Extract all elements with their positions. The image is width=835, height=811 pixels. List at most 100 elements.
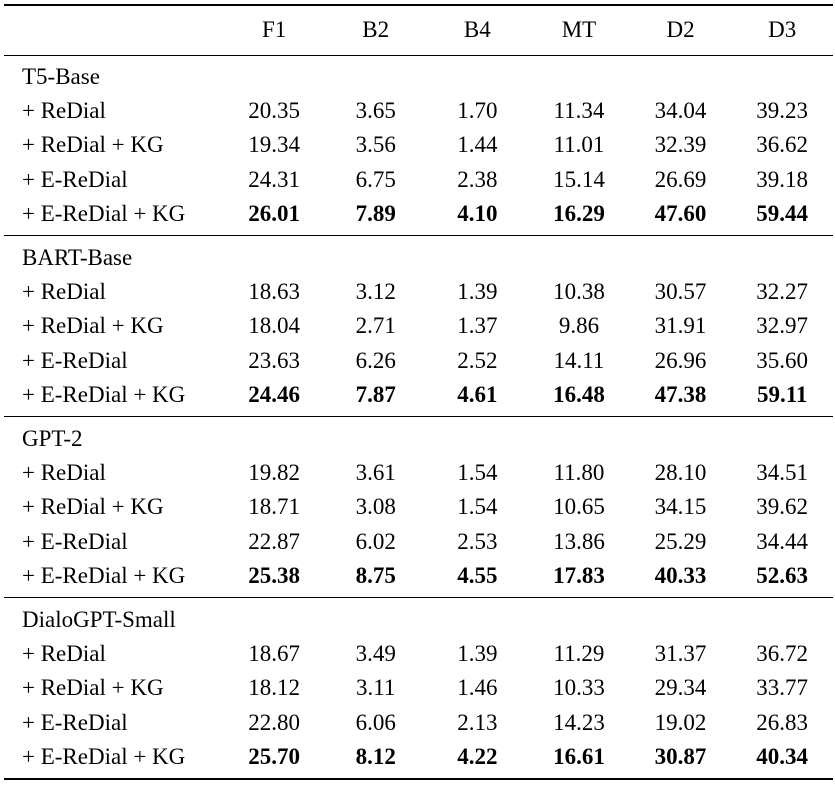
header-model-cell (4, 5, 223, 55)
metric-cell-f1: 24.46 (248, 382, 300, 408)
metric-cell-b2: 8.75 (355, 563, 396, 589)
metric-cell-d3: 32.97 (756, 313, 809, 339)
metric-cell-d3: 52.63 (756, 563, 809, 589)
metric-cell-mt: 14.23 (553, 709, 605, 735)
metric-cell-mt: 16.48 (553, 382, 605, 408)
metric-cell-mt: 16.29 (553, 201, 605, 227)
row-label: + E-ReDial (22, 528, 128, 554)
metric-cell-d3: 35.60 (756, 347, 809, 373)
model-name: DialoGPT-Small (22, 606, 176, 632)
header-row: F1 B2 B4 MT D2 D3 (4, 5, 833, 55)
metric-cell-d3: 36.72 (756, 640, 809, 666)
metric-cell-mt: 13.86 (553, 528, 605, 554)
metric-cell-mt: 14.11 (553, 347, 605, 373)
row-label: + E-ReDial + KG (22, 382, 186, 408)
metric-cell-b4: 1.44 (457, 132, 498, 158)
metric-cell-b4: 2.53 (457, 528, 498, 554)
metric-cell-f1: 18.12 (248, 675, 300, 701)
row-label: + E-ReDial + KG (22, 744, 186, 770)
metric-cell-f1: 19.34 (248, 132, 300, 158)
column-header-f1: F1 (261, 17, 287, 43)
table-header: F1 B2 B4 MT D2 D3 (4, 5, 833, 55)
metric-cell-d2: 30.57 (654, 279, 707, 305)
metric-cell-mt: 15.14 (553, 166, 605, 192)
table-row: + E-ReDial + KG 26.01 7.89 4.10 16.29 47.60 59… (4, 197, 833, 236)
model-group-header-row: T5-Base (4, 55, 833, 94)
metric-cell-f1: 25.38 (248, 563, 300, 589)
metric-cell-f1: 19.82 (248, 459, 300, 485)
metric-cell-f1: 22.80 (248, 709, 300, 735)
row-label: + ReDial + KG (22, 675, 164, 701)
table-row: + ReDial 20.35 3.65 1.70 11.34 34.04 39.23 (4, 94, 833, 128)
table-row: + E-ReDial + KG 25.70 8.12 4.22 16.61 30.87 40… (4, 740, 833, 779)
table-row: + E-ReDial + KG 24.46 7.87 4.61 16.48 47.38 59… (4, 378, 833, 417)
metric-cell-d3: 26.83 (756, 709, 809, 735)
metric-cell-d2: 29.34 (654, 675, 707, 701)
metric-cell-f1: 24.31 (248, 166, 300, 192)
metric-cell-d3: 33.77 (756, 675, 809, 701)
row-label: + ReDial (22, 279, 106, 305)
metric-cell-f1: 18.63 (248, 279, 300, 305)
metric-cell-mt: 11.80 (553, 459, 605, 485)
column-header-b4: B4 (463, 17, 491, 43)
table-row: + E-ReDial + KG 25.38 8.75 4.55 17.83 40.33 52… (4, 559, 833, 598)
metric-cell-mt: 16.61 (553, 744, 605, 770)
metric-cell-d2: 19.02 (654, 709, 707, 735)
column-header-mt: MT (561, 17, 597, 43)
metric-cell-d3: 32.27 (756, 279, 809, 305)
metric-cell-b4: 4.61 (457, 382, 498, 408)
metric-cell-mt: 11.29 (553, 640, 605, 666)
metric-cell-b2: 3.56 (355, 132, 396, 158)
row-label: + ReDial (22, 640, 106, 666)
metric-cell-mt: 10.33 (553, 675, 605, 701)
metric-cell-mt: 10.38 (553, 279, 605, 305)
model-group-header-row: BART-Base (4, 236, 833, 275)
metric-cell-b2: 8.12 (355, 744, 396, 770)
column-header-b2: B2 (362, 17, 390, 43)
model-name: BART-Base (22, 244, 133, 270)
row-label: + ReDial + KG (22, 313, 164, 339)
model-group-header-row: DialoGPT-Small (4, 598, 833, 637)
metric-cell-b2: 6.26 (355, 347, 396, 373)
metric-cell-b2: 7.87 (355, 382, 396, 408)
table-row: + ReDial + KG 18.71 3.08 1.54 10.65 34.15 39.6… (4, 490, 833, 524)
table-row: + ReDial 18.63 3.12 1.39 10.38 30.57 32.27 (4, 275, 833, 309)
metric-cell-b2: 3.65 (355, 98, 396, 124)
results-table: F1 B2 B4 MT D2 D3 T5-Base + ReDial 20.35 3.… (4, 4, 833, 780)
metric-cell-f1: 26.01 (248, 201, 300, 227)
metric-cell-b4: 1.39 (457, 279, 498, 305)
model-name: GPT-2 (22, 425, 83, 451)
metric-cell-d2: 32.39 (654, 132, 707, 158)
metric-cell-b2: 7.89 (355, 201, 396, 227)
table-row: + E-ReDial 22.87 6.02 2.53 13.86 25.29 34.44 (4, 525, 833, 559)
row-label: + ReDial + KG (22, 494, 164, 520)
metric-cell-f1: 18.71 (248, 494, 300, 520)
metric-cell-b4: 4.10 (457, 201, 498, 227)
metric-cell-d3: 59.44 (756, 201, 809, 227)
metric-cell-d3: 39.62 (756, 494, 809, 520)
table-row: + ReDial + KG 18.04 2.71 1.37 9.86 31.91 32.97 (4, 309, 833, 343)
metric-cell-b2: 3.61 (355, 459, 396, 485)
table-row: + E-ReDial 24.31 6.75 2.38 15.14 26.69 39.18 (4, 163, 833, 197)
metric-cell-b2: 3.11 (356, 675, 396, 701)
metric-cell-b2: 3.49 (355, 640, 396, 666)
metric-cell-d3: 40.34 (756, 744, 809, 770)
metric-cell-d2: 30.87 (654, 744, 707, 770)
row-label: + ReDial (22, 459, 106, 485)
metric-cell-b4: 2.52 (457, 347, 498, 373)
metric-cell-d2: 28.10 (654, 459, 707, 485)
metric-cell-d3: 39.23 (756, 98, 809, 124)
metric-cell-d2: 26.96 (654, 347, 707, 373)
metric-cell-f1: 18.04 (248, 313, 300, 339)
metric-cell-b4: 1.54 (457, 459, 498, 485)
metric-cell-b4: 1.70 (457, 98, 498, 124)
metric-cell-d3: 59.11 (756, 382, 808, 408)
metric-cell-b2: 6.06 (355, 709, 396, 735)
metric-cell-b4: 2.13 (457, 709, 498, 735)
metric-cell-d2: 47.60 (654, 201, 707, 227)
row-label: + E-ReDial + KG (22, 201, 186, 227)
metric-cell-b2: 3.08 (355, 494, 396, 520)
metric-cell-d2: 34.15 (654, 494, 707, 520)
metric-cell-d3: 39.18 (756, 166, 809, 192)
